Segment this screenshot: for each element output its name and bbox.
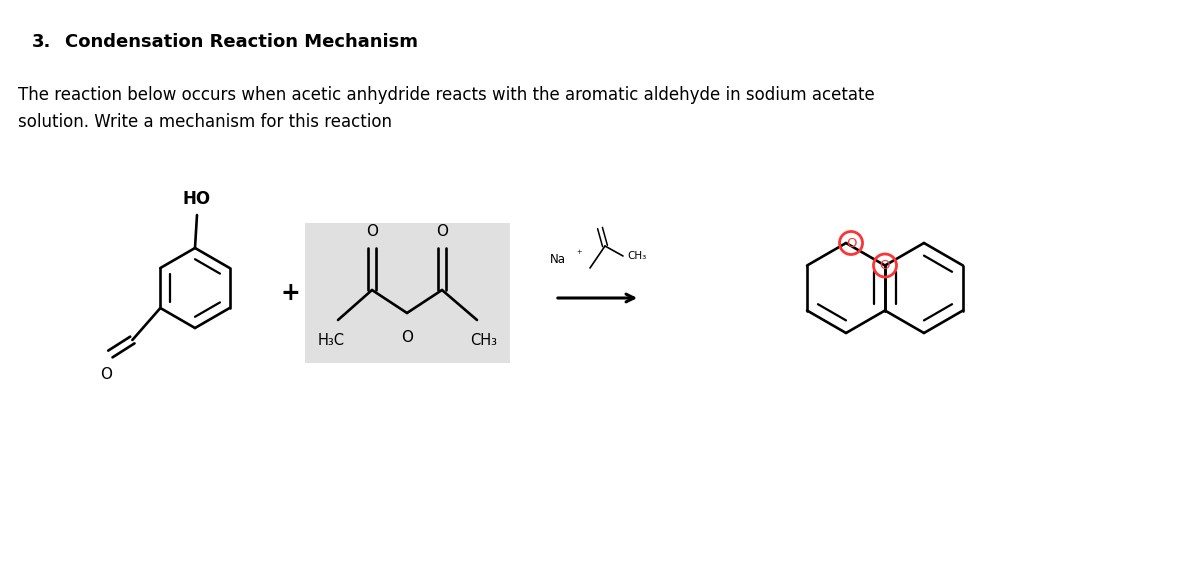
Text: HO: HO (182, 190, 211, 208)
Text: CH₃: CH₃ (628, 251, 647, 261)
Text: H₃C: H₃C (318, 333, 344, 348)
Text: Na: Na (550, 253, 566, 266)
Text: O: O (846, 236, 857, 249)
Text: Condensation Reaction Mechanism: Condensation Reaction Mechanism (65, 33, 418, 51)
Text: O: O (436, 224, 448, 239)
Text: O: O (880, 259, 890, 272)
Text: +: + (280, 281, 300, 305)
Text: O: O (366, 224, 378, 239)
Text: $^+$: $^+$ (575, 249, 583, 259)
Text: The reaction below occurs when acetic anhydride reacts with the aromatic aldehyd: The reaction below occurs when acetic an… (18, 86, 875, 131)
Bar (305, 223, 510, 363)
Text: CH₃: CH₃ (470, 333, 498, 348)
Text: O: O (101, 367, 113, 382)
Text: O: O (401, 330, 413, 345)
Text: 3.: 3. (32, 33, 52, 51)
